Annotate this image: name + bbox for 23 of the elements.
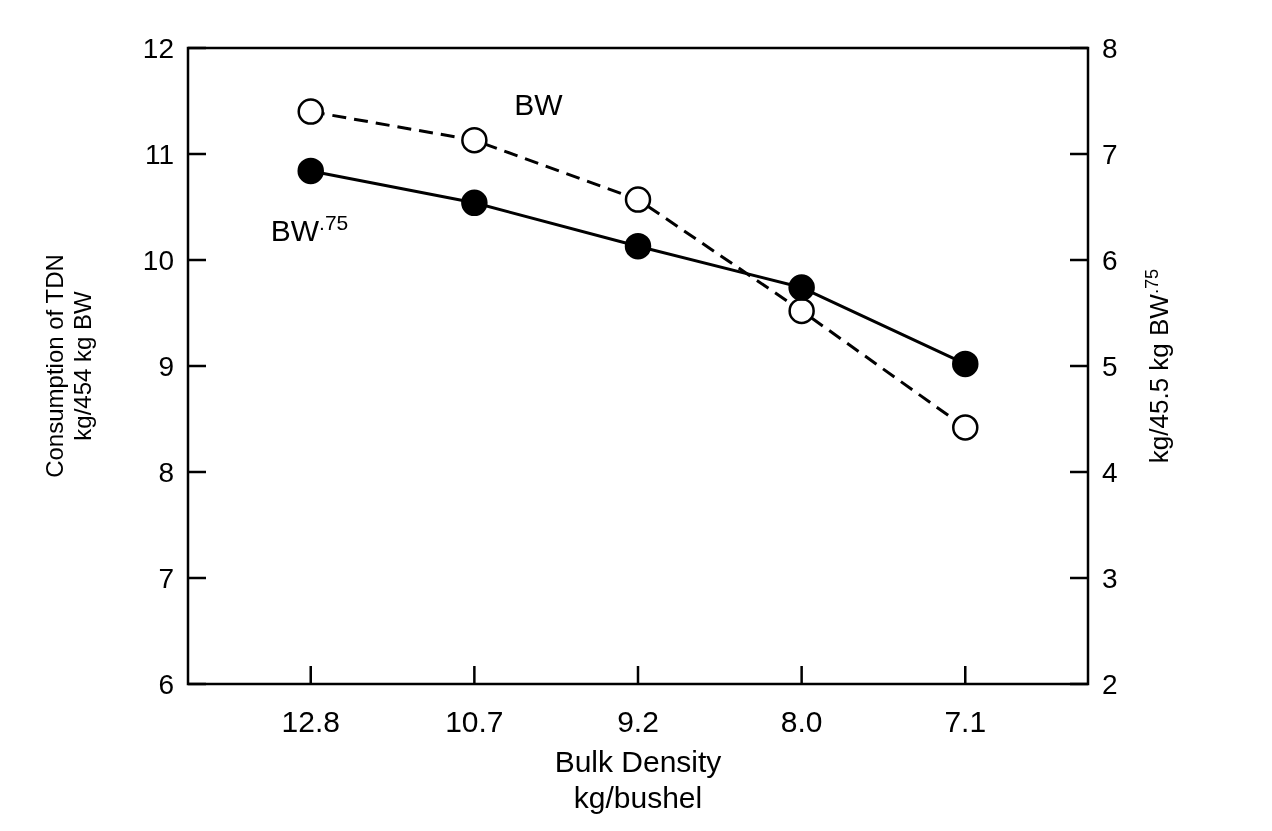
series-label: BW$^{.75}$ <box>270 210 349 247</box>
y2-tick-label: 4 <box>1102 456 1118 488</box>
y-tick-label: 9 <box>158 350 174 382</box>
x-tick-label: 9.2 <box>617 705 659 738</box>
x-tick-label: 8.0 <box>780 705 823 738</box>
y2-tick-label: 2 <box>1102 668 1118 700</box>
y-tick-label: 8 <box>158 456 174 488</box>
y-tick-label: 12 <box>142 32 174 64</box>
y-tick-label: 11 <box>144 138 174 170</box>
x-tick-label: 12.8 <box>281 705 340 738</box>
y-axis-title: Consumption of TDN kg/454 kg BW <box>41 254 96 478</box>
x-axis-title: Bulk Density kg/bushel <box>554 745 722 814</box>
y-tick-label: 10 <box>142 244 174 276</box>
y2-tick-label: 3 <box>1102 562 1118 594</box>
y2-tick-label: 8 <box>1102 32 1118 64</box>
y2-tick-label: 7 <box>1102 138 1118 170</box>
x-tick-label: 10.7 <box>445 705 504 738</box>
series-label: BW <box>514 88 564 122</box>
y2-tick-label: 6 <box>1102 244 1118 276</box>
x-tick-label: 7.1 <box>944 705 987 738</box>
y2-tick-label: 5 <box>1102 350 1118 382</box>
y-tick-label: 7 <box>158 562 174 594</box>
y-tick-label: 6 <box>158 668 174 700</box>
